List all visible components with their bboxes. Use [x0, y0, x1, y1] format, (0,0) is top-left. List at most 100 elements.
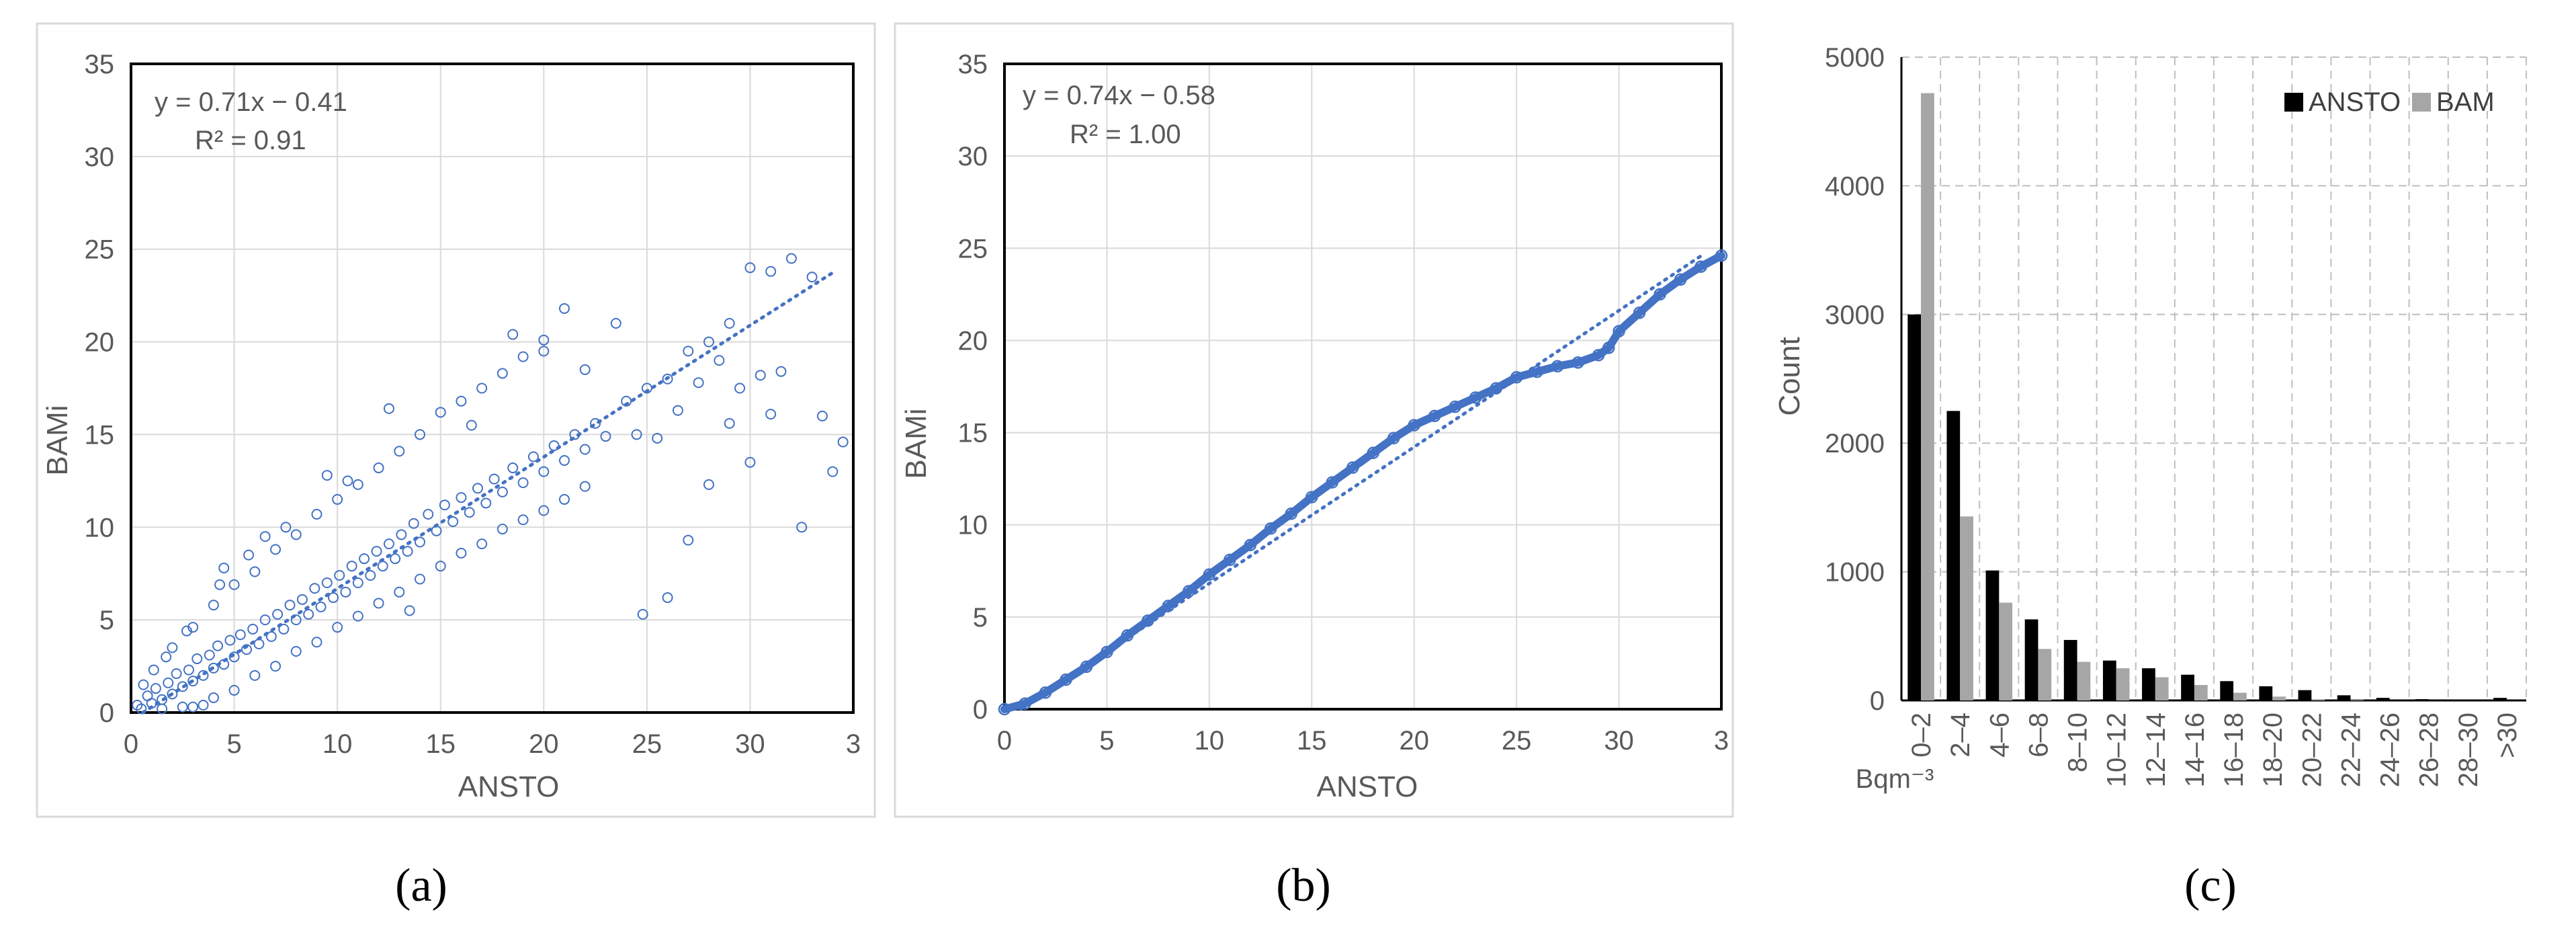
scatter-point: [177, 701, 188, 713]
panel-b-y-axis-label: BAMi: [900, 408, 933, 479]
scatter-point: [559, 302, 570, 314]
scatter-point: [352, 610, 363, 622]
bar-ansto: [2142, 668, 2155, 700]
bar-bam: [1999, 602, 2013, 700]
y-tick-label: 20: [85, 328, 115, 358]
scatter-point: [272, 608, 284, 620]
x-tick-label: 2–4: [1946, 713, 1975, 758]
scatter-point: [208, 692, 219, 703]
plot-area-frame: [1003, 63, 1723, 711]
scatter-point: [383, 403, 394, 414]
x-tick-label: 10: [323, 729, 353, 759]
scatter-point: [371, 546, 382, 557]
scatter-point: [724, 417, 735, 429]
scatter-point: [396, 529, 407, 540]
x-tick-label: 3: [1714, 726, 1729, 756]
scatter-point: [744, 262, 756, 274]
scatter-point: [383, 538, 394, 550]
bar-ansto: [2181, 674, 2194, 700]
quantile-point: [1428, 409, 1441, 423]
scatter-point: [488, 473, 500, 485]
scatter-point: [703, 479, 714, 490]
y-tick-label: 3000: [1825, 300, 1885, 330]
quantile-series: [1000, 251, 1725, 713]
scatter-point: [167, 688, 178, 700]
scatter-point: [435, 561, 446, 572]
scatter-point: [228, 651, 240, 663]
scatter-point: [373, 462, 384, 474]
scatter-point: [827, 466, 839, 477]
scatter-point: [228, 684, 240, 696]
scatter-point: [517, 514, 529, 526]
y-tick-label: 0: [1870, 686, 1885, 716]
scatter-point: [290, 646, 302, 657]
scatter-point: [755, 370, 766, 381]
x-tick-label: 6–8: [2024, 713, 2053, 758]
scatter-point: [456, 395, 467, 407]
quantile-point: [1674, 273, 1687, 286]
x-tick-label: 16–18: [2219, 713, 2249, 787]
x-tick-label: 5: [1099, 726, 1114, 756]
scatter-point: [148, 664, 159, 676]
panel-a-equation: y = 0.71x − 0.41: [155, 87, 347, 117]
x-tick-label: 20–22: [2297, 713, 2327, 787]
x-tick-label: 5: [226, 729, 241, 759]
x-tick-label: 30: [1604, 726, 1634, 756]
bar-bam: [2077, 661, 2091, 700]
x-tick-label: 20: [529, 729, 559, 759]
scatter-point: [259, 531, 271, 542]
x-tick-label: 0–2: [1907, 713, 1936, 758]
bar-ansto: [2102, 660, 2116, 700]
x-tick-label: 20: [1399, 726, 1429, 756]
scatter-point: [187, 622, 199, 633]
scatter-point: [352, 577, 363, 588]
quantile-point: [1142, 614, 1154, 627]
panel-c-y-axis-label: Count: [1773, 337, 1806, 415]
panel-a-x-axis-label: ANSTO: [458, 770, 560, 803]
y-tick-label: 30: [958, 142, 988, 171]
scatter-point: [136, 703, 147, 715]
bar-ansto: [2024, 619, 2038, 700]
quantile-point: [1510, 371, 1523, 384]
scatter-point: [243, 549, 255, 561]
scatter-point: [497, 486, 508, 497]
quantile-point: [1264, 522, 1277, 535]
x-tick-label: 26–28: [2415, 713, 2444, 787]
scatter-point: [280, 522, 292, 533]
y-tick-label: 15: [85, 420, 115, 450]
scatter-point: [837, 436, 849, 448]
scatter-point: [466, 419, 477, 431]
x-tick-label: 0: [997, 726, 1012, 756]
scatter-point: [590, 417, 601, 429]
quantile-point: [1449, 400, 1461, 413]
panel-b-equation: y = 0.74x − 0.58: [1023, 81, 1215, 110]
quantile-point: [1654, 288, 1666, 301]
panel-c-caption: (c): [2184, 860, 2237, 912]
y-tick-label: 35: [85, 50, 115, 79]
scatter-point: [527, 451, 539, 462]
quantile-point: [1613, 325, 1625, 337]
bar-bam: [2194, 685, 2208, 700]
quantile-point: [1469, 391, 1482, 404]
scatter-point: [408, 518, 419, 529]
legend-label-bam: BAM: [2436, 87, 2495, 117]
y-tick-label: 0: [973, 695, 988, 725]
scatter-point: [270, 544, 281, 555]
scatter-point: [693, 377, 704, 389]
bar-ansto: [2298, 690, 2312, 700]
scatter-point: [559, 493, 570, 505]
scatter-point: [559, 455, 570, 467]
quantile-point: [1551, 360, 1564, 373]
bar-ansto: [1946, 411, 1961, 700]
x-tick-label: 3: [846, 729, 861, 759]
scatter-point: [415, 536, 425, 548]
bar-ansto: [2063, 640, 2077, 700]
scatter-point: [456, 547, 467, 559]
quantile-point: [1101, 645, 1113, 659]
scatter-point: [373, 598, 384, 609]
scatter-point: [224, 635, 236, 646]
x-tick-label: 18–20: [2258, 713, 2288, 787]
x-tick-label: 12–14: [2141, 713, 2171, 787]
scatter-point: [538, 346, 550, 357]
